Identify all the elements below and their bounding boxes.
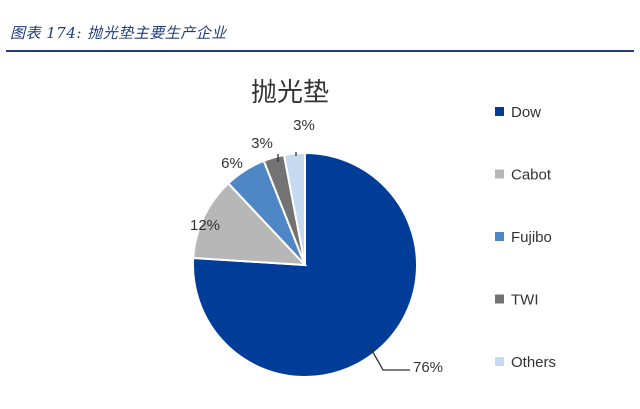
legend-label-others: Others (511, 354, 556, 371)
legend-label-fujibo: Fujibo (511, 229, 552, 246)
chart-title: 抛光垫 (251, 78, 329, 108)
figure-caption: 图表 174: 抛光垫主要生产企业 (10, 24, 227, 42)
legend-swatch-fujibo (495, 232, 504, 241)
pie-slice-others (282, 151, 306, 266)
legend-swatch-dow (495, 107, 504, 116)
data-labels: 76% 12% 6% 3% 3% (190, 117, 443, 376)
legend-label-cabot: Cabot (511, 167, 552, 184)
data-label-fujibo: 6% (221, 155, 243, 172)
data-label-twi: 3% (251, 135, 273, 152)
leader-line-dow (369, 346, 410, 371)
caption-divider (6, 50, 634, 52)
legend-swatch-twi (495, 294, 504, 304)
pie-slices (192, 151, 418, 378)
data-label-others: 3% (293, 117, 315, 134)
legend-label-twi: TWI (511, 292, 539, 309)
legend: Dow Cabot Fujibo TWI Others (495, 104, 556, 371)
data-label-dow: 76% (413, 359, 443, 376)
legend-swatch-cabot (495, 169, 504, 179)
leader-lines (277, 152, 410, 371)
legend-label-dow: Dow (511, 104, 541, 121)
legend-swatch-others (495, 357, 504, 366)
pie-slice-cabot (192, 181, 308, 267)
data-label-cabot: 12% (190, 217, 220, 234)
